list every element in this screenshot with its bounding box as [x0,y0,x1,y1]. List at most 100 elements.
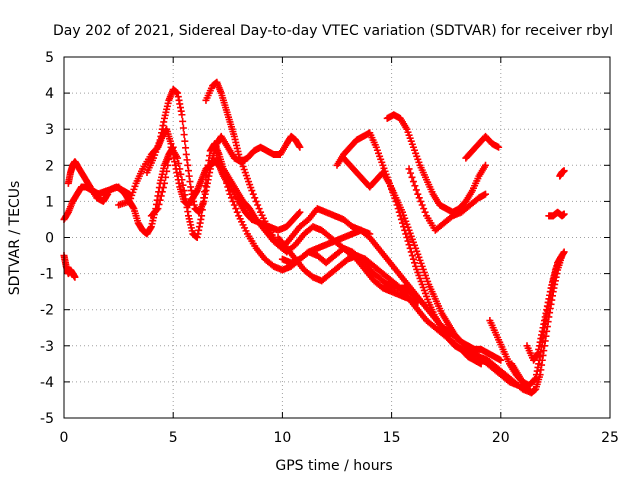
data-point-interp [254,201,262,209]
series-arc-16 [462,132,503,162]
data-point-interp [407,169,415,177]
data-point [497,356,505,364]
data-point-interp [162,173,170,181]
data-point-interp [200,194,208,202]
series-arc-2 [64,158,112,205]
y-tick-label: -5 [40,411,54,427]
data-point-interp [249,190,257,198]
data-point [482,161,490,169]
data-point-interp [159,184,167,192]
data-point-interp [403,234,411,241]
data-point-interp [156,196,164,204]
data-point [482,190,490,198]
data-point-interp [201,182,209,190]
data-point-interp [404,237,412,245]
data-point-interp [251,194,259,202]
data-point-interp [221,172,229,180]
data-point [560,248,568,256]
points-layer [60,78,568,397]
x-tick-label: 15 [383,430,401,446]
data-point-interp [409,178,417,186]
series-arc-19 [523,248,568,364]
data-point [414,190,422,198]
data-point [477,360,485,368]
y-tick-label: -1 [40,267,54,283]
y-tick-label: 5 [45,50,54,66]
chart-title: Day 202 of 2021, Sidereal Day-to-day VTE… [53,23,613,39]
data-point-interp [222,176,230,184]
y-tick-label: 3 [45,122,54,138]
data-point-interp [165,155,173,163]
data-point-interp [201,188,209,196]
x-tick-label: 25 [601,430,619,446]
data-point-interp [255,205,263,213]
x-tick-label: 10 [273,430,291,446]
y-tick-label: -3 [40,339,54,355]
data-point-interp [224,183,232,191]
data-point [178,111,186,119]
data-point [495,143,503,151]
series-arc-6 [143,85,304,216]
series-arc-20 [545,208,568,220]
data-point-interp [227,194,235,202]
data-point [219,169,227,177]
data-point-interp [295,209,303,217]
data-point-interp [198,206,206,214]
data-point-interp [233,208,241,216]
data-point-interp [164,161,172,169]
data-point-interp [163,167,171,175]
data-point-interp [177,170,185,178]
data-point-interp [182,144,190,152]
data-point-interp [397,215,405,223]
data-point [160,179,168,187]
data-point-interp [421,208,429,216]
data-point-interp [157,192,165,200]
data-point [560,167,568,175]
data-point-interp [230,201,238,209]
plot-frame [63,56,611,419]
data-point-interp [408,252,416,260]
data-point [296,143,304,151]
data-point-interp [415,194,423,202]
data-point-interp [175,159,183,167]
data-point-interp [411,259,419,267]
data-point-interp [158,188,166,196]
series-arc-14 [383,111,490,216]
data-point [248,187,256,195]
data-point [154,205,162,213]
x-axis-label: GPS time / hours [275,458,392,474]
data-point [514,382,522,390]
x-tick-label: 5 [169,430,178,446]
x-tick-label: 20 [492,430,510,446]
data-point-interp [232,205,240,213]
data-point-interp [178,176,186,184]
data-point-interp [181,137,189,145]
data-point [296,208,304,216]
data-point-interp [408,173,416,181]
data-point-interp [409,255,417,263]
data-point-interp [223,179,231,187]
data-point [405,165,413,173]
data-point-interp [179,124,187,132]
data-point-interp [155,200,163,208]
series-arc-15 [405,165,490,234]
y-tick-label: 4 [45,86,54,102]
data-point-interp [229,197,237,205]
series-arc-8 [202,78,422,306]
data-point [226,190,234,198]
data-point-interp [417,197,425,205]
y-tick-label: 2 [45,158,54,174]
series-arc-21 [556,167,568,180]
data-point-interp [153,206,161,214]
y-axis-label: SDTVAR / TECUs [7,181,23,296]
data-point-interp [199,200,207,208]
y-tick-label: 0 [45,231,54,247]
data-point [71,273,79,281]
data-point-interp [411,182,419,190]
data-point-interp [176,165,184,173]
data-point [198,212,206,220]
data-point-interp [180,131,188,139]
